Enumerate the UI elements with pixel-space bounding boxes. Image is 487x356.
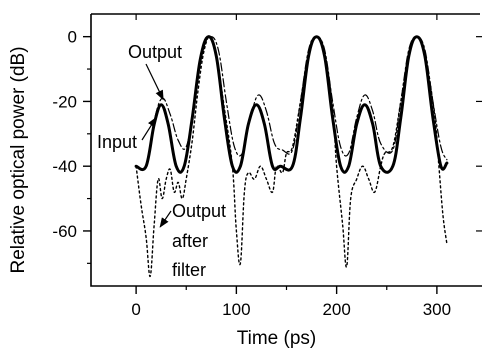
series-line-output-after-filter <box>135 35 448 278</box>
y-tick-label: -60 <box>52 222 77 241</box>
annotation-layer: Output Input Output after filter <box>97 42 226 280</box>
annotation-output-after-filter-line3: filter <box>172 260 206 280</box>
annotation-output-after-filter-line2: after <box>172 231 208 251</box>
tick-layer: 0 100 200 300 0 -20 -40 -60 <box>52 14 482 319</box>
y-tick-label: 0 <box>68 28 77 47</box>
annotation-input: Input <box>97 132 137 152</box>
y-axis-title: Relative optical power (dB) <box>8 46 29 273</box>
annotation-output-arrow <box>145 63 164 101</box>
series-layer <box>134 35 449 278</box>
y-tick-label: -20 <box>52 92 77 111</box>
series-line-output <box>135 36 448 171</box>
x-tick-label: 300 <box>423 300 451 319</box>
x-tick-label: 200 <box>322 300 350 319</box>
axis-lines <box>90 14 482 287</box>
annotation-output: Output <box>128 42 182 62</box>
annotation-output-after-filter-arrow <box>159 210 172 228</box>
series-line-input <box>134 35 449 174</box>
x-tick-label: 100 <box>222 300 250 319</box>
y-tick-label: -40 <box>52 157 77 176</box>
x-axis-title: Time (ps) <box>237 328 317 349</box>
plot-frame <box>90 13 482 287</box>
annotation-output-after-filter-line1: Output <box>172 201 226 221</box>
annotation-input-arrow <box>141 116 157 141</box>
x-tick-label: 0 <box>131 300 140 319</box>
